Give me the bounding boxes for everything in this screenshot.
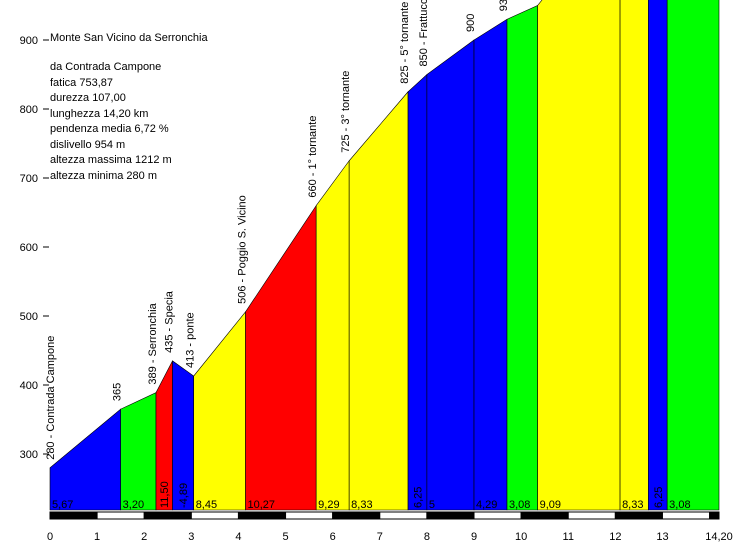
profile-segment-14 [619, 0, 649, 511]
gradient-label: 11,50 [159, 481, 171, 508]
info-line-fatica: fatica 753,87 [50, 76, 113, 89]
point-label: 435 - Specia [163, 290, 175, 353]
gradient-label: 6,25 [653, 487, 665, 508]
profile-segment-15 [648, 0, 668, 511]
gradient-label: 3,08 [509, 499, 530, 511]
info-line-dislivello: dislivello 954 m [50, 138, 126, 151]
gradient-label: 10,27 [248, 499, 276, 511]
y-tick-label: 500 [20, 311, 38, 323]
km-bar-segment [96, 511, 145, 520]
info-line-lunghezza: lunghezza 14,20 km [50, 107, 149, 120]
gradient-label: 9,09 [540, 499, 561, 511]
point-label: 850 - Frattucce [418, 0, 430, 67]
gradient-label: 8,45 [196, 499, 217, 511]
point-label: 365 [112, 383, 124, 401]
x-tick-label: 4 [235, 531, 241, 543]
km-bar-segment [49, 511, 98, 520]
point-label: 725 - 3° tornante [340, 71, 352, 153]
km-bar-segment [190, 511, 239, 520]
point-label: 660 - 1° tornante [307, 116, 319, 198]
km-bar-segment [614, 511, 663, 520]
point-label: 825 - 5° tornante [399, 2, 411, 84]
info-line-altezza-min: altezza minima 280 m [50, 169, 157, 182]
point-label: 900 [465, 14, 477, 32]
x-tick-label: 1 [94, 531, 100, 543]
x-tick-label: 9 [471, 531, 477, 543]
km-bar-segment [520, 511, 569, 520]
km-bar-segment [143, 511, 192, 520]
x-tick-label: 14,20 [705, 531, 733, 543]
gradient-label: 5,67 [52, 499, 73, 511]
y-tick-label: 400 [20, 380, 38, 392]
profile-segment-8 [348, 90, 409, 511]
info-line-start: da Contrada Campone [50, 61, 162, 73]
profile-segment-10 [426, 39, 475, 511]
info-line-altezza-max: altezza massima 1212 m [50, 154, 172, 166]
gradient-label: -4,89 [178, 483, 190, 508]
chart-info-block: da Contrada Campone fatica 753,87 durezz… [50, 60, 172, 184]
gradient-label: 5 [429, 499, 435, 511]
point-label: 280 - Contrada Campone [45, 336, 57, 460]
info-line-durezza: durezza 107,00 [50, 92, 126, 104]
profile-segment-11 [473, 18, 508, 511]
x-tick-label: 5 [283, 531, 289, 543]
profile-segment-1 [49, 408, 121, 511]
profile-segment-2 [120, 392, 157, 511]
x-tick-label: 2 [141, 531, 147, 543]
profile-segment-13 [537, 0, 621, 511]
km-bar-segment [709, 511, 720, 520]
km-bar-segment [567, 511, 616, 520]
point-label: 389 - Serronchia [147, 302, 159, 384]
profile-segment-6 [245, 204, 317, 511]
gradient-label: 9,29 [318, 499, 339, 511]
km-bar-segment [237, 511, 287, 520]
gradient-label: 8,33 [622, 499, 643, 511]
x-tick-label: 13 [656, 531, 668, 543]
profile-segment-5 [193, 311, 246, 511]
y-tick-label: 600 [20, 242, 38, 254]
km-bar-segment [379, 511, 428, 520]
gradient-label: 6,25 [412, 487, 424, 508]
profile-segment-16 [666, 0, 720, 511]
x-tick-label: 12 [609, 531, 621, 543]
x-tick-label: 0 [47, 531, 53, 543]
x-tick-label: 7 [377, 531, 383, 543]
profile-segment-12 [506, 5, 538, 511]
point-label: 506 - Poggio S. Vicino [237, 195, 249, 304]
gradient-label: 8,33 [351, 499, 372, 511]
y-tick-label: 300 [20, 449, 38, 461]
profile-segment-9 [407, 73, 428, 511]
gradient-label: 4,29 [476, 499, 497, 511]
x-tick-label: 10 [515, 531, 527, 543]
point-label: 930 - Pian dell'Elmo [498, 0, 510, 11]
km-bar-segment [473, 511, 522, 520]
x-tick-label: 3 [188, 531, 194, 543]
km-bar-segment [661, 511, 711, 520]
point-label: 413 - ponte [185, 312, 197, 368]
km-bar-segment [285, 511, 334, 520]
x-tick-label: 6 [330, 531, 336, 543]
x-tick-label: 11 [563, 531, 574, 543]
gradient-label: 3,20 [123, 499, 144, 511]
profile-segment-7 [315, 159, 350, 511]
y-tick-label: 700 [20, 173, 38, 185]
y-tick-label: 900 [20, 35, 38, 47]
y-tick-label: 800 [20, 104, 38, 116]
info-line-pendenza: pendenza media 6,72 % [50, 123, 169, 135]
chart-title: Monte San Vicino da Serronchia [50, 32, 208, 44]
gradient-label: 3,08 [669, 499, 690, 511]
x-tick-label: 8 [424, 531, 430, 543]
km-bar-segment [426, 511, 475, 520]
km-bar-segment [332, 511, 381, 520]
